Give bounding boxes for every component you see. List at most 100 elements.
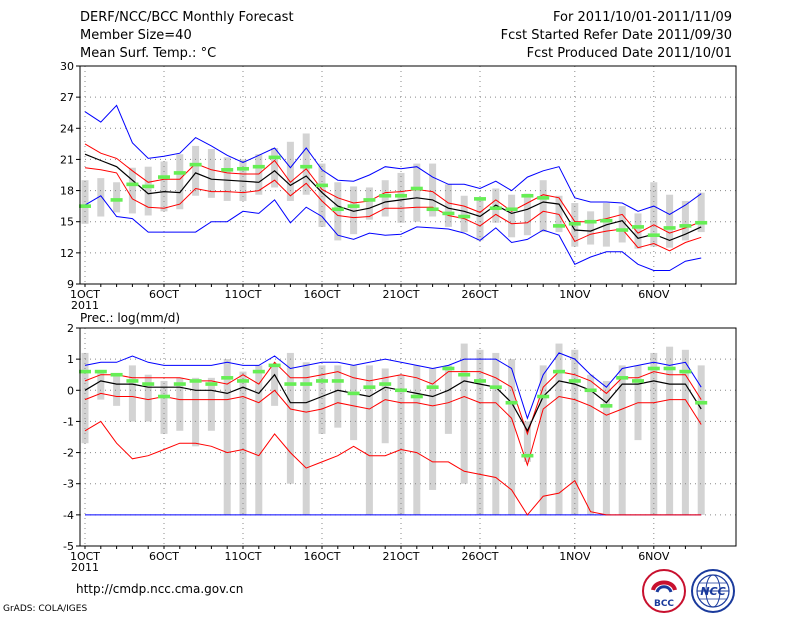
prec-observation-mark	[442, 366, 455, 371]
temp-spread-bar	[334, 182, 342, 241]
prec-y-tick-label: -2	[63, 447, 74, 460]
temp-line-max	[84, 104, 702, 215]
temp-spread-bar	[618, 206, 626, 243]
temp-observation-mark	[584, 219, 597, 224]
prec-observation-mark	[616, 376, 629, 380]
temp-observation-mark	[521, 193, 534, 198]
forecast-period: For 2011/10/01-2011/11/09	[553, 10, 732, 25]
prec-line-upper	[84, 361, 702, 436]
temp-observation-mark	[647, 233, 660, 238]
temp-y-tick-label: 30	[60, 60, 74, 73]
prec-spread-bar	[255, 365, 263, 515]
prec-observation-mark	[189, 379, 202, 383]
prec-spread-bar	[555, 343, 563, 515]
temp-observation-mark	[79, 204, 91, 208]
temp-spread-bar	[176, 154, 184, 210]
prec-observation-mark	[632, 379, 644, 383]
temp-spread-bar	[223, 157, 231, 201]
prec-spread-bar	[429, 368, 437, 490]
temp-x-tick-label: 11OCT	[224, 288, 261, 301]
temp-x-tick-label: 1NOV	[559, 288, 591, 301]
prec-spread-bar	[286, 352, 294, 484]
temp-spread-bar	[207, 149, 215, 198]
prec-y-tick-label: 2	[67, 322, 74, 335]
prec-observation-mark	[395, 388, 407, 393]
prec-observation-mark	[553, 369, 565, 374]
prec-observation-mark	[363, 385, 376, 389]
temp-spread-bar	[666, 194, 674, 248]
prec-x-tick-label: 6NOV	[638, 550, 670, 563]
temp-observation-mark	[142, 184, 155, 189]
prec-spread-bar	[681, 349, 689, 515]
temp-observation-mark	[126, 182, 139, 187]
prec-spread-bar	[176, 377, 184, 431]
temp-spread-bar	[239, 159, 247, 201]
prec-observation-mark	[268, 363, 281, 368]
temp-line-upper	[84, 143, 702, 234]
temp-observation-mark	[537, 196, 550, 200]
temp-y-tick-label: 21	[60, 153, 74, 166]
temp-x-tick-label: 21OCT	[382, 288, 419, 301]
prec-observation-mark	[474, 379, 486, 383]
temp-observation-mark	[158, 175, 170, 179]
temp-spread-bar	[413, 163, 421, 222]
temp-observation-mark	[695, 220, 708, 225]
prec-spread-bar	[508, 359, 516, 515]
ncc-logo: NCC	[691, 569, 735, 613]
temp-spread-bar	[508, 194, 516, 238]
prec-observation-mark	[347, 391, 360, 396]
temp-spread-bar	[271, 148, 279, 188]
prec-spread-bar	[160, 380, 168, 434]
prec-observation-mark	[505, 400, 518, 405]
prec-spread-bar	[492, 352, 500, 515]
temp-observation-mark	[600, 218, 613, 223]
temp-spread-bar	[476, 198, 484, 241]
prec-observation-mark	[679, 369, 692, 374]
temp-observation-mark	[300, 164, 313, 169]
prec-observation-mark	[110, 372, 123, 377]
prec-line-mean	[84, 373, 702, 433]
temp-observation-mark	[237, 166, 249, 171]
prec-observation-mark	[94, 369, 107, 374]
temp-spread-bar	[523, 193, 531, 236]
forecast-start-date: Fcst Started Refer Date 2011/09/30	[500, 28, 732, 43]
prec-observation-mark	[252, 369, 265, 374]
prec-spread-bar	[618, 365, 626, 515]
prec-observation-mark	[237, 379, 249, 383]
prec-spread-bar	[476, 349, 484, 515]
temp-spread-bar	[460, 195, 468, 233]
prec-observation-mark	[537, 394, 550, 399]
prec-spread-bar	[666, 346, 674, 515]
prec-spread-bar	[602, 380, 610, 515]
prec-observation-mark	[284, 382, 297, 386]
source-url[interactable]: http://cmdp.ncc.cma.gov.cn	[76, 582, 244, 596]
temp-observation-mark	[663, 226, 676, 230]
temp-spread-bar	[113, 182, 121, 213]
temp-spread-bar	[128, 167, 136, 214]
prec-observation-mark	[410, 394, 423, 399]
temp-line-min	[84, 195, 702, 271]
temp-line-lower	[84, 167, 702, 252]
prec-y-tick-label: -3	[63, 478, 74, 491]
prec-observation-mark	[647, 366, 660, 371]
temp-observation-mark	[173, 171, 186, 175]
temp-observation-mark	[632, 225, 644, 229]
prec-x-tick-label: 6OCT	[149, 550, 179, 563]
temp-y-tick-label: 15	[60, 216, 74, 229]
prec-observation-mark	[126, 379, 139, 383]
bcc-logo: BCC	[642, 569, 686, 613]
prec-x-tick-label: 16OCT	[303, 550, 340, 563]
prec-spread-bar	[128, 365, 136, 422]
temp-observation-mark	[679, 224, 692, 228]
prec-observation-mark	[426, 385, 439, 389]
prec-observation-mark	[489, 385, 502, 389]
temp-observation-mark	[379, 193, 392, 198]
temp-observation-mark	[363, 198, 376, 202]
prec-x-tick-label: 1NOV	[559, 550, 591, 563]
prec-spread-bar	[144, 374, 152, 422]
temp-spread-bar	[539, 180, 547, 233]
prec-y-tick-label: -1	[63, 415, 74, 428]
prec-spread-bar	[271, 365, 279, 406]
prec-observation-mark	[158, 394, 170, 399]
